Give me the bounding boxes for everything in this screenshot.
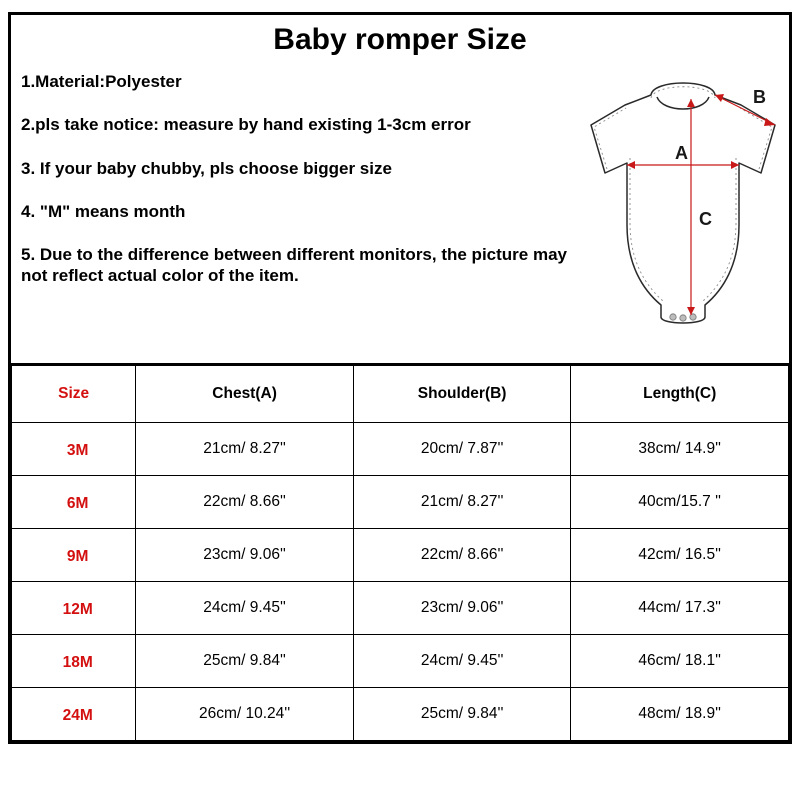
cell-shoulder: 22cm/ 8.66''	[353, 529, 571, 582]
note-2: 2.pls take notice: measure by hand exist…	[21, 114, 581, 135]
col-chest: Chest(A)	[136, 366, 354, 423]
chart-title: Baby romper Size	[21, 23, 779, 57]
col-size: Size	[12, 366, 136, 423]
dim-label-b: B	[753, 87, 766, 107]
cell-chest: 21cm/ 8.27''	[136, 423, 354, 476]
cell-chest: 25cm/ 9.84''	[136, 635, 354, 688]
dim-label-a: A	[675, 143, 688, 163]
cell-chest: 26cm/ 10.24''	[136, 688, 354, 741]
cell-chest: 22cm/ 8.66''	[136, 476, 354, 529]
cell-chest: 24cm/ 9.45''	[136, 582, 354, 635]
size-table: Size Chest(A) Shoulder(B) Length(C) 3M 2…	[11, 365, 789, 741]
cell-size: 12M	[12, 582, 136, 635]
info-section: Baby romper Size 1.Material:Polyester 2.…	[11, 15, 789, 365]
cell-shoulder: 21cm/ 8.27''	[353, 476, 571, 529]
notes-list: 1.Material:Polyester 2.pls take notice: …	[21, 71, 581, 287]
table-row: 12M 24cm/ 9.45'' 23cm/ 9.06'' 44cm/ 17.3…	[12, 582, 789, 635]
note-5: 5. Due to the difference between differe…	[21, 244, 581, 287]
size-chart-frame: Baby romper Size 1.Material:Polyester 2.…	[8, 12, 792, 744]
table-row: 9M 23cm/ 9.06'' 22cm/ 8.66'' 42cm/ 16.5'…	[12, 529, 789, 582]
note-1: 1.Material:Polyester	[21, 71, 581, 92]
cell-length: 48cm/ 18.9''	[571, 688, 789, 741]
dim-label-c: C	[699, 209, 712, 229]
cell-length: 42cm/ 16.5''	[571, 529, 789, 582]
romper-diagram-icon: A B C	[583, 55, 783, 355]
cell-chest: 23cm/ 9.06''	[136, 529, 354, 582]
cell-shoulder: 25cm/ 9.84''	[353, 688, 571, 741]
cell-length: 46cm/ 18.1''	[571, 635, 789, 688]
col-shoulder: Shoulder(B)	[353, 366, 571, 423]
cell-size: 18M	[12, 635, 136, 688]
table-header-row: Size Chest(A) Shoulder(B) Length(C)	[12, 366, 789, 423]
cell-size: 9M	[12, 529, 136, 582]
table-row: 18M 25cm/ 9.84'' 24cm/ 9.45'' 46cm/ 18.1…	[12, 635, 789, 688]
cell-length: 38cm/ 14.9''	[571, 423, 789, 476]
cell-length: 40cm/15.7 ''	[571, 476, 789, 529]
note-4: 4. "M" means month	[21, 201, 581, 222]
note-3: 3. If your baby chubby, pls choose bigge…	[21, 158, 581, 179]
cell-shoulder: 23cm/ 9.06''	[353, 582, 571, 635]
cell-shoulder: 20cm/ 7.87''	[353, 423, 571, 476]
table-row: 3M 21cm/ 8.27'' 20cm/ 7.87'' 38cm/ 14.9'…	[12, 423, 789, 476]
cell-size: 6M	[12, 476, 136, 529]
table-row: 24M 26cm/ 10.24'' 25cm/ 9.84'' 48cm/ 18.…	[12, 688, 789, 741]
cell-length: 44cm/ 17.3''	[571, 582, 789, 635]
cell-size: 24M	[12, 688, 136, 741]
col-length: Length(C)	[571, 366, 789, 423]
cell-size: 3M	[12, 423, 136, 476]
cell-shoulder: 24cm/ 9.45''	[353, 635, 571, 688]
table-row: 6M 22cm/ 8.66'' 21cm/ 8.27'' 40cm/15.7 '…	[12, 476, 789, 529]
